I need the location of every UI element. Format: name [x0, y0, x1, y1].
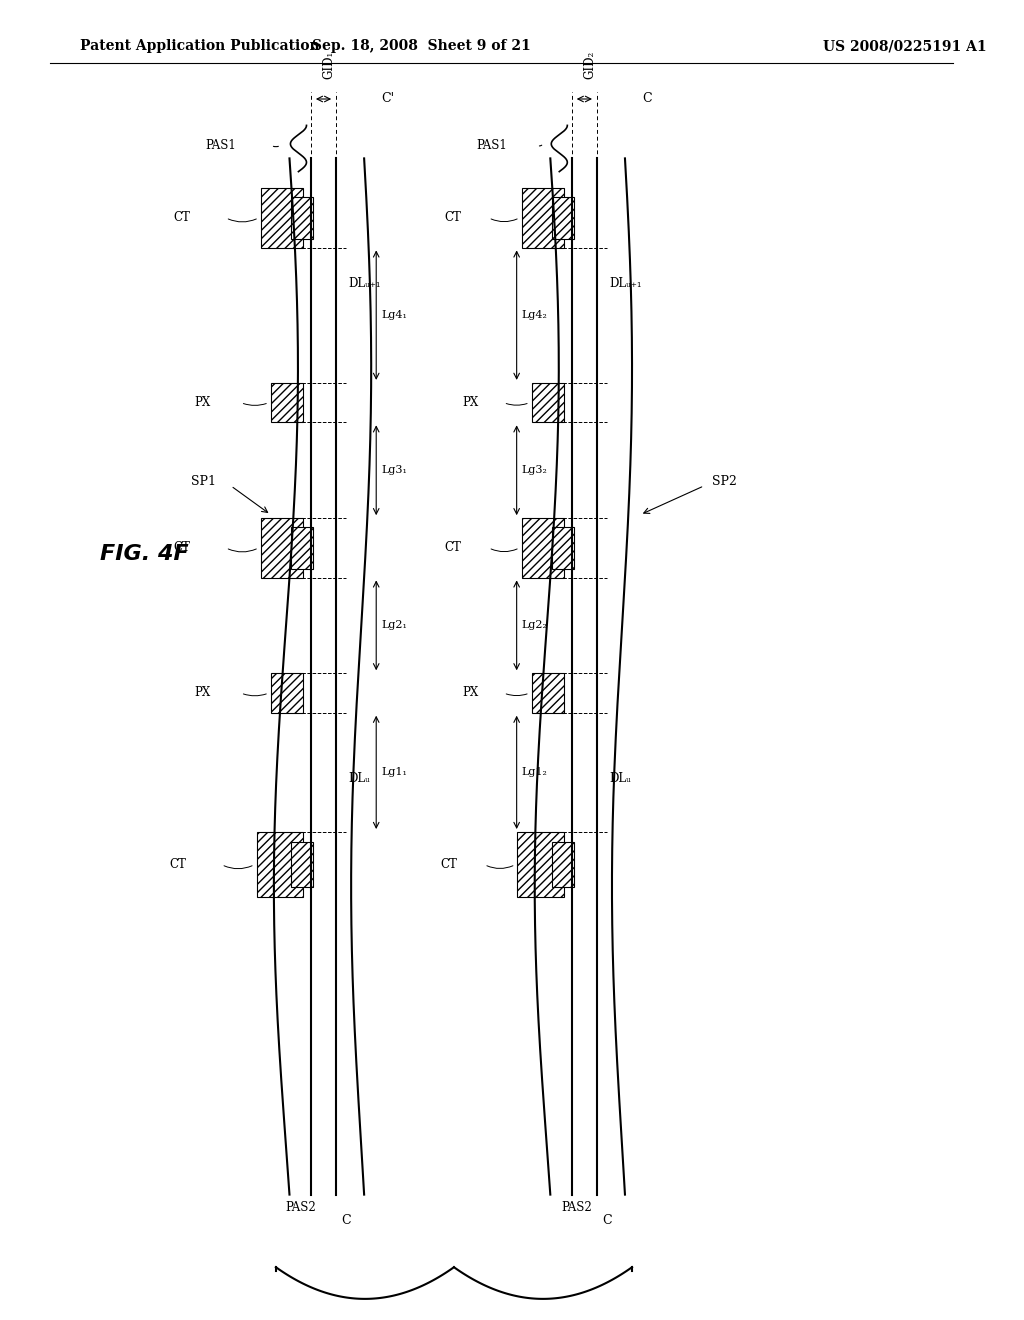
Text: Lg3₁: Lg3₁: [381, 465, 408, 475]
Text: Lg1₁: Lg1₁: [381, 767, 408, 777]
Text: GID₂: GID₂: [583, 51, 596, 79]
Text: SP1: SP1: [190, 475, 216, 488]
Text: Lg4₂: Lg4₂: [521, 310, 548, 321]
Bar: [257, 832, 303, 898]
Bar: [521, 517, 564, 578]
Bar: [271, 673, 303, 713]
Text: C: C: [341, 1214, 351, 1228]
Text: Lg1₂: Lg1₂: [521, 767, 548, 777]
Text: PAS1: PAS1: [476, 139, 507, 152]
Text: DLᵤ: DLᵤ: [348, 772, 370, 785]
Text: CT: CT: [170, 858, 186, 871]
Text: DLᵤ₊₁: DLᵤ₊₁: [609, 277, 642, 290]
Text: PAS1: PAS1: [205, 139, 236, 152]
Bar: [552, 842, 573, 887]
Text: GID₁: GID₁: [323, 51, 335, 79]
Text: DLᵤ: DLᵤ: [609, 772, 631, 785]
Text: Lg3₂: Lg3₂: [521, 465, 548, 475]
Bar: [291, 197, 313, 239]
Text: PAS2: PAS2: [561, 1201, 592, 1214]
Text: CT: CT: [174, 211, 190, 224]
Bar: [261, 187, 303, 248]
Bar: [291, 842, 313, 887]
Bar: [531, 673, 564, 713]
Text: PX: PX: [195, 396, 211, 409]
Text: CT: CT: [444, 211, 462, 224]
Text: Lg2₂: Lg2₂: [521, 620, 548, 631]
Bar: [261, 517, 303, 578]
Bar: [552, 527, 573, 569]
Text: DLᵤ₊₁: DLᵤ₊₁: [348, 277, 381, 290]
Bar: [517, 832, 564, 898]
Text: C: C: [642, 92, 651, 106]
Text: Patent Application Publication: Patent Application Publication: [80, 40, 319, 53]
Text: PX: PX: [195, 686, 211, 700]
Text: CT: CT: [440, 858, 458, 871]
Bar: [271, 383, 303, 422]
Text: US 2008/0225191 A1: US 2008/0225191 A1: [822, 40, 986, 53]
Text: PX: PX: [462, 396, 478, 409]
Text: C': C': [381, 92, 394, 106]
Text: Lg4₁: Lg4₁: [381, 310, 408, 321]
Text: Lg2₁: Lg2₁: [381, 620, 408, 631]
Text: CT: CT: [444, 541, 462, 554]
Text: PAS2: PAS2: [286, 1201, 316, 1214]
Bar: [291, 527, 313, 569]
Text: C: C: [602, 1214, 611, 1228]
Bar: [521, 187, 564, 248]
Text: Sep. 18, 2008  Sheet 9 of 21: Sep. 18, 2008 Sheet 9 of 21: [312, 40, 530, 53]
Text: SP2: SP2: [713, 475, 737, 488]
Text: FIG. 4F: FIG. 4F: [100, 544, 189, 565]
Text: PX: PX: [462, 686, 478, 700]
Bar: [531, 383, 564, 422]
Bar: [552, 197, 573, 239]
Text: CT: CT: [174, 541, 190, 554]
